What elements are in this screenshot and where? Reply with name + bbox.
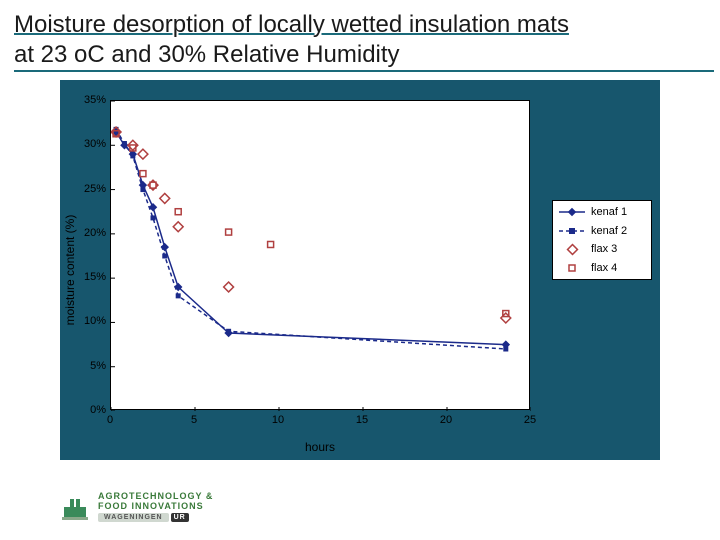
logo-icon <box>60 491 90 521</box>
y-tick-label: 25% <box>70 183 106 195</box>
legend: kenaf 1 kenaf 2 flax 3 flax 4 <box>552 200 652 280</box>
legend-swatch-1 <box>559 224 585 238</box>
x-tick-label: 0 <box>100 414 120 426</box>
logo-sub-text: WAGENINGEN <box>98 513 169 522</box>
legend-swatch-3 <box>559 261 585 275</box>
footer-logo: AGROTECHNOLOGY & FOOD INNOVATIONS WAGENI… <box>60 486 320 526</box>
title-text: Moisture desorption of locally wetted in… <box>14 10 714 72</box>
plot-area <box>110 100 530 410</box>
legend-swatch-2 <box>559 242 585 256</box>
logo-subline: WAGENINGEN UR <box>98 513 213 522</box>
y-tick-label: 5% <box>70 360 106 372</box>
y-tick-label: 15% <box>70 271 106 283</box>
legend-item-1: kenaf 2 <box>559 224 645 239</box>
legend-item-3: flax 4 <box>559 261 645 276</box>
chart-svg <box>111 101 531 411</box>
logo-badge: UR <box>171 513 189 522</box>
y-tick-label: 35% <box>70 94 106 106</box>
x-axis-label: hours <box>110 440 530 454</box>
x-tick-label: 10 <box>268 414 288 426</box>
logo-line-1: AGROTECHNOLOGY & <box>98 491 213 501</box>
y-tick-label: 10% <box>70 315 106 327</box>
y-tick-label: 20% <box>70 227 106 239</box>
y-tick-label: 30% <box>70 138 106 150</box>
x-tick-label: 5 <box>184 414 204 426</box>
logo-text: AGROTECHNOLOGY & FOOD INNOVATIONS WAGENI… <box>98 491 213 522</box>
legend-label-0: kenaf 1 <box>591 206 627 218</box>
legend-label-2: flax 3 <box>591 243 617 255</box>
slide-title: Moisture desorption of locally wetted in… <box>14 10 714 72</box>
slide-root: { "title": { "line1": "Moisture desorpti… <box>0 0 720 540</box>
x-tick-label: 25 <box>520 414 540 426</box>
title-line-2: at 23 oC and 30% Relative Humidity <box>14 41 400 68</box>
legend-item-0: kenaf 1 <box>559 205 645 220</box>
legend-swatch-0 <box>559 205 585 219</box>
x-tick-label: 15 <box>352 414 372 426</box>
logo-line-2: FOOD INNOVATIONS <box>98 501 213 511</box>
title-line-1: Moisture desorption of locally wetted in… <box>14 11 569 38</box>
legend-item-2: flax 3 <box>559 242 645 257</box>
chart-container: moisture content (%) 0%5%10%15%20%25%30%… <box>60 80 660 460</box>
x-tick-label: 20 <box>436 414 456 426</box>
legend-label-1: kenaf 2 <box>591 225 627 237</box>
legend-label-3: flax 4 <box>591 262 617 274</box>
